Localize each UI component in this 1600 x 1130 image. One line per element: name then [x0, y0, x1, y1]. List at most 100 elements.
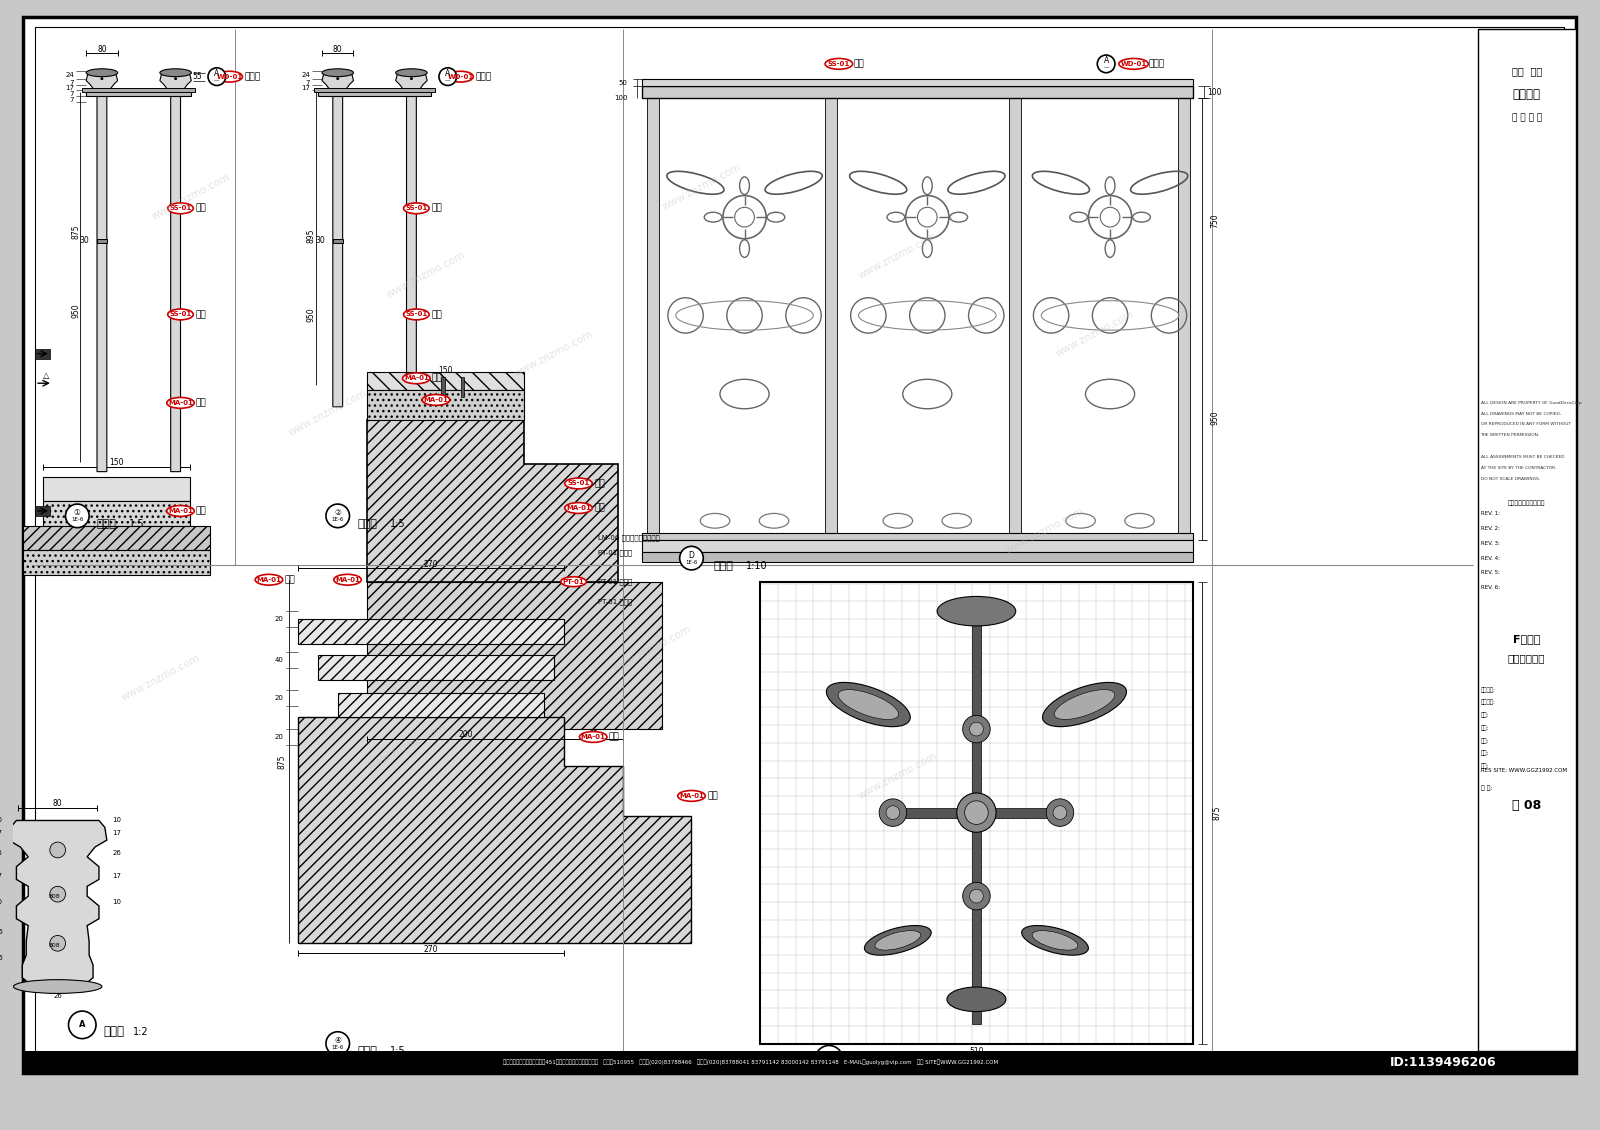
Text: 石材: 石材 [285, 575, 296, 584]
Text: —: — [1104, 66, 1109, 70]
Ellipse shape [13, 980, 102, 993]
Text: A: A [214, 69, 219, 78]
Polygon shape [8, 820, 107, 983]
Ellipse shape [168, 308, 194, 320]
Polygon shape [160, 72, 192, 471]
Text: 铁花: 铁花 [195, 203, 206, 212]
Bar [314, 88, 435, 93]
Text: 30: 30 [315, 236, 325, 245]
Text: PT-01 乳胶漆: PT-01 乳胶漆 [598, 549, 632, 556]
Circle shape [50, 842, 66, 858]
Text: ②: ② [334, 508, 341, 518]
Circle shape [101, 77, 104, 80]
Text: 1E-6: 1E-6 [685, 559, 698, 565]
Text: 40: 40 [275, 658, 283, 663]
Circle shape [336, 77, 339, 80]
Text: 7: 7 [70, 92, 74, 97]
Circle shape [965, 801, 989, 825]
Ellipse shape [875, 931, 920, 950]
Text: www.znzmo.com: www.znzmo.com [149, 172, 232, 221]
Text: 15: 15 [0, 929, 3, 935]
Ellipse shape [826, 683, 910, 727]
Text: ALL ASSIGNMENTS MUST BE CHECKED: ALL ASSIGNMENTS MUST BE CHECKED [1480, 455, 1565, 459]
Circle shape [1098, 55, 1115, 72]
Ellipse shape [1032, 931, 1078, 950]
Circle shape [970, 889, 984, 903]
Text: www.znzmo.com: www.znzmo.com [858, 751, 939, 801]
Text: ALL DESIGN ARE PROPERTY OF GoodDecoCorp: ALL DESIGN ARE PROPERTY OF GoodDecoCorp [1480, 401, 1581, 405]
Text: 公司地址：广州番禺区东易路451号参谋（高高数量装修机构）   邮编：510955   电话：(020)83788466   传真：(020)83788041 : 公司地址：广州番禺区东易路451号参谋（高高数量装修机构） 邮编：510955 … [502, 1060, 998, 1064]
Text: 项目名称:: 项目名称: [1480, 699, 1496, 705]
Circle shape [438, 68, 456, 86]
Circle shape [410, 77, 413, 80]
Polygon shape [299, 718, 691, 944]
Text: 石材: 石材 [707, 791, 718, 800]
Bar [1010, 98, 1021, 562]
Text: 950: 950 [307, 307, 315, 322]
Text: SS-01: SS-01 [405, 312, 427, 318]
Text: DO NOT SCALE DRAWINGS.: DO NOT SCALE DRAWINGS. [1480, 477, 1539, 480]
Ellipse shape [254, 574, 283, 585]
Bar [368, 373, 525, 390]
Text: 150: 150 [109, 459, 123, 468]
Text: A: A [1104, 56, 1109, 66]
Text: 广东  肇庆: 广东 肇庆 [1512, 66, 1542, 76]
Text: 80: 80 [333, 44, 342, 53]
Text: PT-01: PT-01 [563, 579, 584, 584]
Bar [43, 501, 190, 525]
Text: 1:10: 1:10 [746, 560, 766, 571]
Text: 270: 270 [424, 559, 438, 568]
Text: 100: 100 [1206, 88, 1221, 97]
Text: www.znzmo.com: www.znzmo.com [858, 231, 939, 280]
Text: 装 饰 工 程: 装 饰 工 程 [1512, 113, 1542, 122]
Circle shape [957, 793, 997, 833]
Circle shape [680, 546, 704, 570]
Text: 100: 100 [614, 95, 627, 102]
Bar [82, 88, 195, 93]
Text: 施 08: 施 08 [1512, 799, 1541, 812]
Text: 17: 17 [112, 831, 122, 836]
Text: 大样图: 大样图 [357, 519, 378, 529]
Text: 17: 17 [0, 831, 3, 836]
Text: 设计:: 设计: [1480, 713, 1490, 719]
Text: 875: 875 [1213, 806, 1221, 820]
Text: www.znzmo.com: www.znzmo.com [661, 162, 742, 211]
Text: PT-01 石膏线: PT-01 石膏线 [598, 579, 632, 585]
Text: MA-01: MA-01 [403, 375, 429, 381]
Text: MA-01: MA-01 [334, 576, 360, 583]
Text: 比例:: 比例: [1480, 764, 1490, 770]
Text: 10: 10 [0, 899, 3, 905]
Text: www.znzmo.com: www.znzmo.com [1005, 505, 1086, 556]
Bar [338, 693, 544, 718]
Text: 17: 17 [0, 873, 3, 879]
Ellipse shape [1118, 59, 1149, 69]
Bar [888, 808, 1066, 817]
Text: AT THE SITE BY THE CONTRACTOR.: AT THE SITE BY THE CONTRACTOR. [1480, 466, 1555, 470]
Text: www.znzmo.com: www.znzmo.com [286, 388, 370, 437]
Text: MA-01: MA-01 [168, 508, 194, 514]
Bar [35, 506, 50, 516]
Bar [24, 1051, 1477, 1074]
Text: SS-01: SS-01 [568, 480, 589, 486]
Bar [1477, 29, 1576, 1051]
Text: 17: 17 [301, 86, 310, 92]
Text: 石材: 石材 [195, 399, 206, 408]
Ellipse shape [560, 576, 586, 586]
Text: 石材: 石材 [610, 732, 619, 741]
Circle shape [50, 936, 66, 951]
Ellipse shape [334, 574, 362, 585]
Circle shape [326, 504, 349, 528]
Ellipse shape [864, 925, 931, 955]
Circle shape [816, 1045, 843, 1074]
Circle shape [66, 504, 90, 528]
Text: www.znzmo.com: www.znzmo.com [1053, 310, 1136, 359]
Text: 895: 895 [307, 228, 315, 243]
Text: 审核:: 审核: [1480, 738, 1490, 744]
Text: 1:5: 1:5 [390, 519, 405, 529]
Text: 24: 24 [66, 71, 74, 78]
Bar [642, 79, 1192, 87]
Text: www.znzmo.com: www.znzmo.com [365, 722, 448, 772]
Text: REV. 1:: REV. 1: [1480, 512, 1499, 516]
Text: 7: 7 [70, 97, 74, 103]
Text: 实木线: 实木线 [1149, 60, 1165, 69]
